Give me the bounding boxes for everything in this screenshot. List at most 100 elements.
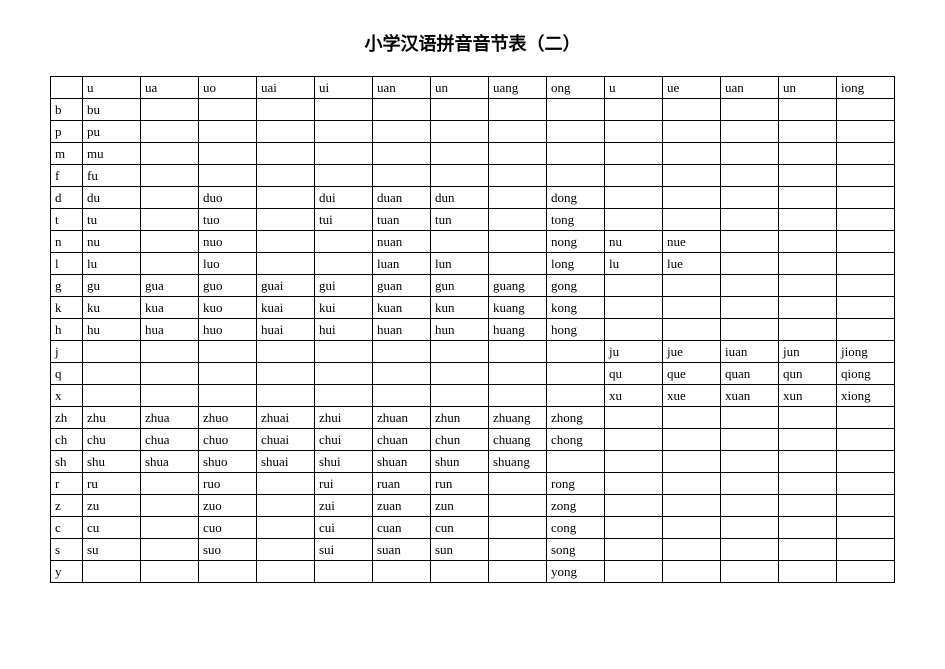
syllable-cell: [837, 143, 895, 165]
syllable-cell: [663, 121, 721, 143]
row-label-cell: ch: [51, 429, 83, 451]
syllable-cell: [489, 517, 547, 539]
syllable-cell: [837, 407, 895, 429]
syllable-cell: [663, 561, 721, 583]
syllable-cell: [257, 209, 315, 231]
syllable-cell: [837, 99, 895, 121]
row-label-cell: k: [51, 297, 83, 319]
syllable-cell: [141, 341, 199, 363]
table-row: jjujueiuanjunjiong: [51, 341, 895, 363]
syllable-cell: [141, 473, 199, 495]
syllable-cell: [605, 473, 663, 495]
syllable-cell: [373, 121, 431, 143]
table-header-cell: u: [83, 77, 141, 99]
syllable-cell: shuai: [257, 451, 315, 473]
syllable-cell: [663, 451, 721, 473]
syllable-cell: [721, 407, 779, 429]
table-row: zzuzuozuizuanzunzong: [51, 495, 895, 517]
syllable-cell: [141, 363, 199, 385]
syllable-cell: [315, 121, 373, 143]
syllable-cell: zui: [315, 495, 373, 517]
syllable-cell: [547, 165, 605, 187]
syllable-cell: kun: [431, 297, 489, 319]
syllable-cell: shuan: [373, 451, 431, 473]
syllable-cell: [257, 165, 315, 187]
syllable-cell: [373, 363, 431, 385]
syllable-cell: [605, 275, 663, 297]
syllable-cell: zhuang: [489, 407, 547, 429]
syllable-cell: [663, 143, 721, 165]
syllable-cell: [837, 539, 895, 561]
syllable-cell: [547, 363, 605, 385]
syllable-cell: [837, 165, 895, 187]
syllable-cell: sun: [431, 539, 489, 561]
syllable-cell: [605, 451, 663, 473]
syllable-cell: rui: [315, 473, 373, 495]
table-row: xxuxuexuanxunxiong: [51, 385, 895, 407]
syllable-cell: ruo: [199, 473, 257, 495]
syllable-cell: nue: [663, 231, 721, 253]
syllable-cell: ku: [83, 297, 141, 319]
syllable-cell: [315, 253, 373, 275]
syllable-cell: [779, 561, 837, 583]
syllable-cell: [779, 187, 837, 209]
table-header-cell: uai: [257, 77, 315, 99]
syllable-cell: shuo: [199, 451, 257, 473]
syllable-cell: [141, 385, 199, 407]
syllable-cell: [141, 517, 199, 539]
table-body: uuauouaiuiuanunuangonguueuanuniongbbuppu…: [51, 77, 895, 583]
syllable-cell: [489, 253, 547, 275]
syllable-cell: [663, 539, 721, 561]
syllable-cell: chun: [431, 429, 489, 451]
syllable-cell: [431, 143, 489, 165]
syllable-cell: [547, 99, 605, 121]
syllable-cell: mu: [83, 143, 141, 165]
syllable-cell: du: [83, 187, 141, 209]
table-row: ttutuotuituantuntong: [51, 209, 895, 231]
syllable-cell: zu: [83, 495, 141, 517]
syllable-cell: [141, 209, 199, 231]
syllable-cell: tun: [431, 209, 489, 231]
syllable-cell: [547, 341, 605, 363]
syllable-cell: [779, 539, 837, 561]
syllable-cell: jun: [779, 341, 837, 363]
syllable-cell: [431, 341, 489, 363]
syllable-cell: [721, 253, 779, 275]
table-row: ccucuocuicuancuncong: [51, 517, 895, 539]
row-label-cell: sh: [51, 451, 83, 473]
row-label-cell: h: [51, 319, 83, 341]
syllable-cell: [199, 363, 257, 385]
table-header-cell: ui: [315, 77, 373, 99]
syllable-cell: [373, 385, 431, 407]
table-header-cell: un: [431, 77, 489, 99]
syllable-cell: zhuai: [257, 407, 315, 429]
syllable-cell: suo: [199, 539, 257, 561]
row-label-cell: zh: [51, 407, 83, 429]
syllable-cell: [489, 99, 547, 121]
syllable-cell: [837, 297, 895, 319]
table-header-cell: uang: [489, 77, 547, 99]
syllable-cell: lu: [83, 253, 141, 275]
syllable-cell: zuan: [373, 495, 431, 517]
syllable-cell: [779, 407, 837, 429]
syllable-cell: [837, 495, 895, 517]
syllable-cell: [141, 143, 199, 165]
syllable-cell: [837, 473, 895, 495]
table-header-cell: [51, 77, 83, 99]
syllable-cell: guai: [257, 275, 315, 297]
syllable-cell: [547, 143, 605, 165]
syllable-cell: cuo: [199, 517, 257, 539]
syllable-cell: [721, 209, 779, 231]
syllable-cell: [257, 517, 315, 539]
syllable-cell: [83, 561, 141, 583]
syllable-cell: [663, 275, 721, 297]
syllable-cell: [141, 121, 199, 143]
row-label-cell: x: [51, 385, 83, 407]
syllable-cell: [605, 121, 663, 143]
syllable-cell: dong: [547, 187, 605, 209]
syllable-cell: ru: [83, 473, 141, 495]
syllable-cell: chuan: [373, 429, 431, 451]
syllable-cell: [663, 297, 721, 319]
syllable-cell: [605, 165, 663, 187]
syllable-cell: [315, 385, 373, 407]
